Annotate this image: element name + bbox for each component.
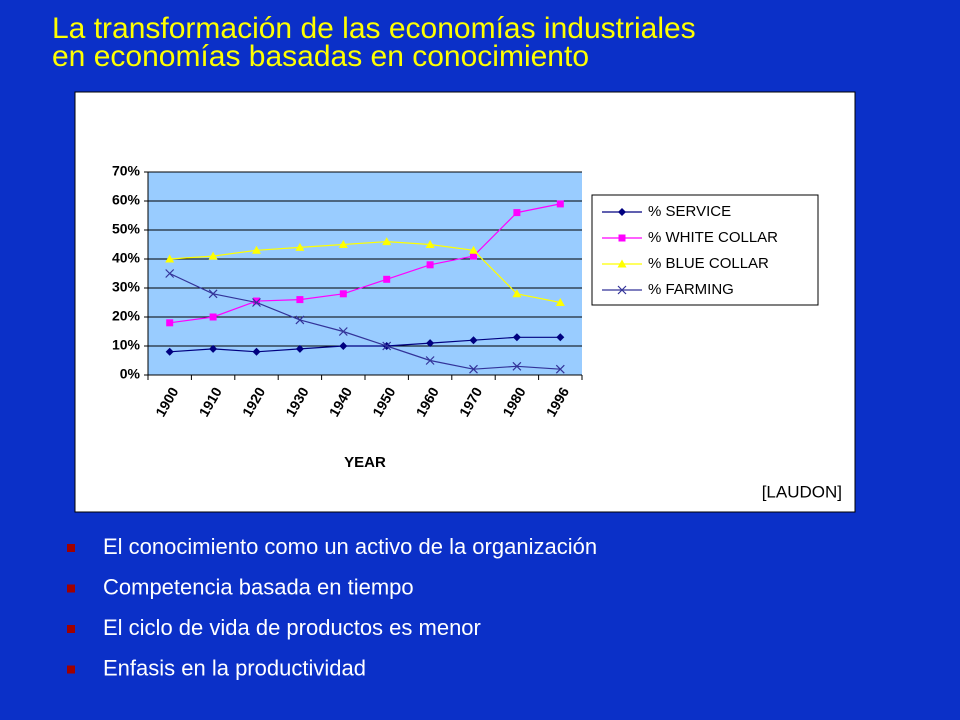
marker [512, 289, 522, 298]
series-line [169, 240, 561, 304]
marker [165, 269, 175, 278]
marker [252, 245, 261, 254]
marker [338, 240, 348, 248]
marker [556, 333, 565, 342]
marker [513, 209, 521, 217]
bullet-marker [67, 665, 75, 674]
legend-label: % BLUE COLLAR [648, 255, 769, 272]
y-tick-label: 60% [112, 192, 141, 208]
marker [339, 290, 347, 298]
title: La transformación de las economías indus… [52, 12, 696, 45]
marker [469, 336, 478, 345]
marker [165, 347, 174, 356]
marker [295, 344, 304, 353]
marker [617, 259, 627, 268]
source: [LAUDON] [762, 482, 842, 501]
bullet-text: El ciclo de vida de productos es menor [103, 615, 481, 640]
y-tick-label: 40% [112, 250, 141, 266]
bullet-marker [67, 584, 75, 593]
title: en economías basadas en conocimiento [52, 40, 589, 73]
marker [382, 341, 392, 351]
legend [591, 194, 819, 306]
marker [295, 242, 305, 251]
marker [166, 319, 174, 327]
y-tick-label: 10% [112, 337, 141, 353]
marker [618, 234, 626, 242]
x-axis-label: YEAR [344, 454, 386, 471]
legend-label: % SERVICE [648, 203, 731, 220]
y-tick-label: 0% [120, 366, 141, 382]
y-tick-label: 70% [112, 163, 141, 179]
bullet-marker [67, 544, 75, 552]
marker [512, 333, 521, 342]
marker [555, 364, 565, 374]
marker [512, 361, 522, 371]
bullet-marker [67, 625, 75, 633]
marker [209, 313, 217, 321]
series-line [169, 336, 561, 353]
marker [208, 251, 218, 260]
plot-area [148, 172, 582, 375]
legend-label: % FARMING [648, 281, 734, 298]
y-tick-label: 30% [112, 279, 141, 295]
marker [425, 356, 435, 365]
marker [425, 240, 435, 248]
marker [618, 208, 626, 216]
marker [555, 298, 565, 306]
marker [338, 327, 348, 336]
y-tick-label: 20% [112, 308, 141, 324]
bullet-text: Competencia basada en tiempo [103, 574, 414, 599]
marker [426, 261, 434, 269]
marker [339, 342, 348, 350]
marker [426, 339, 435, 348]
marker [209, 344, 218, 353]
legend-label: % WHITE COLLAR [648, 229, 778, 246]
marker [470, 252, 477, 260]
marker [469, 364, 478, 374]
marker [253, 297, 260, 305]
marker [295, 315, 305, 325]
marker [383, 275, 391, 283]
marker [165, 254, 175, 263]
marker [382, 237, 392, 246]
marker [617, 285, 627, 295]
series-line [169, 203, 561, 324]
series-line [169, 272, 561, 370]
marker [556, 200, 564, 208]
marker [469, 245, 478, 254]
bullet-text: El conocimiento como un activo de la org… [103, 534, 597, 559]
marker [296, 296, 304, 304]
bullet-text: Enfasis en la productividad [103, 655, 366, 680]
marker [252, 298, 261, 307]
marker [208, 289, 218, 299]
y-tick-label: 50% [112, 221, 141, 237]
marker [252, 347, 261, 356]
